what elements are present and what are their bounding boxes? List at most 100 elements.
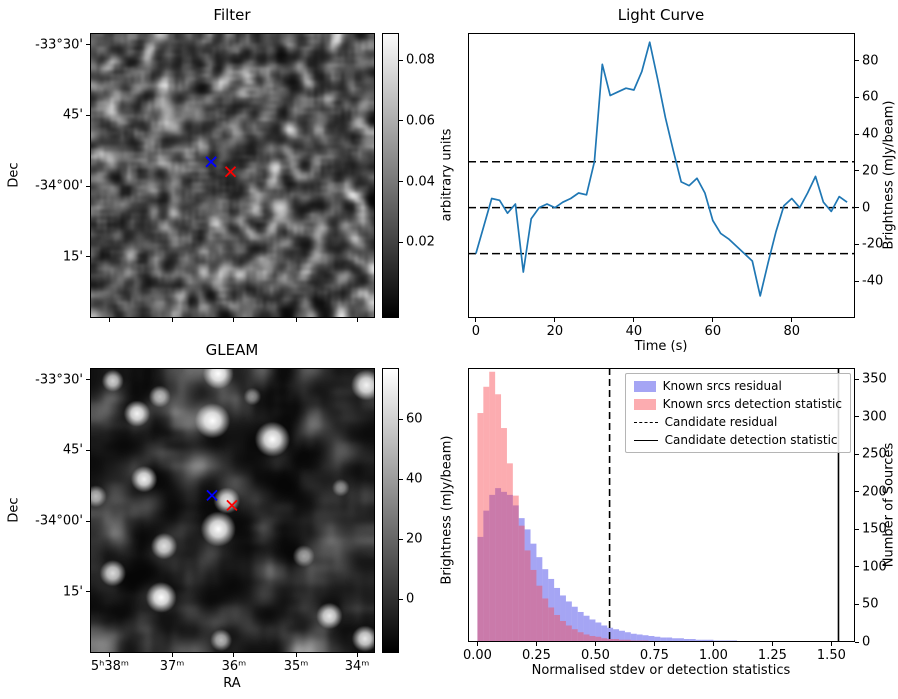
legend-row: Candidate detection statistic xyxy=(633,433,842,447)
hist-bar-series1 xyxy=(642,640,649,642)
hist-bar-series0 xyxy=(731,640,738,642)
tick-mark xyxy=(855,566,859,568)
gleam-xlabel: RA xyxy=(223,676,241,691)
hist-bar-series0 xyxy=(766,641,773,642)
hist-bar-series1 xyxy=(683,641,690,642)
tick-label: 0.08 xyxy=(406,52,435,68)
light-curve-line xyxy=(475,41,848,297)
tick-mark xyxy=(356,653,358,657)
tick-label: 20 xyxy=(406,531,423,547)
gleam-colorbar xyxy=(382,368,399,653)
hist-bar-series0 xyxy=(742,641,749,642)
legend-row: Known srcs residual xyxy=(633,379,842,393)
tick-mark xyxy=(399,418,403,420)
hist-bar-series0 xyxy=(660,637,667,642)
hist-bar-series0 xyxy=(589,619,596,642)
hist-bar-series1 xyxy=(548,607,555,642)
gleam-ylabel-wrap: Dec xyxy=(7,497,22,522)
hist-bar-series0 xyxy=(613,629,620,642)
tick-label: 0 xyxy=(862,634,871,650)
tick-mark xyxy=(475,318,477,322)
tick-label: 40 xyxy=(862,126,879,142)
hist-bar-series1 xyxy=(483,386,490,642)
tick-mark xyxy=(830,642,832,646)
tick-mark xyxy=(855,280,859,282)
tick-mark xyxy=(855,453,859,455)
tick-mark xyxy=(109,318,111,322)
hist-bar-series0 xyxy=(483,510,490,642)
tick-label: 300 xyxy=(862,409,887,425)
hist-bar-series1 xyxy=(636,640,643,642)
hist-bar-series0 xyxy=(501,491,507,642)
tick-mark xyxy=(855,207,859,209)
hist-bar-series0 xyxy=(512,505,519,642)
hist-bar-series0 xyxy=(678,638,684,642)
histogram-ylabel: Number of Sources xyxy=(881,442,897,568)
light-curve-ylabel-wrap: Brightness (mJy/beam) xyxy=(882,101,897,250)
tick-mark xyxy=(712,642,714,646)
hist-bar-series0 xyxy=(518,518,525,642)
legend-row: Candidate residual xyxy=(633,415,842,429)
tick-label: 45' xyxy=(62,107,83,123)
hist-bar-series0 xyxy=(748,641,755,642)
tick-mark xyxy=(399,538,403,540)
hist-bar-series0 xyxy=(683,639,690,642)
hist-bar-series1 xyxy=(495,394,502,642)
tick-mark xyxy=(399,241,403,243)
hist-bar-series1 xyxy=(660,641,667,642)
tick-label: 1.25 xyxy=(757,648,787,663)
hist-bar-series1 xyxy=(560,620,566,642)
histogram-xlabel: Normalised stdev or detection statistics xyxy=(531,663,791,678)
hist-bar-series0 xyxy=(536,557,543,642)
hist-bar-series0 xyxy=(554,587,561,642)
tick-label: 0.02 xyxy=(406,234,435,250)
hist-bar-series1 xyxy=(654,641,661,642)
tick-mark xyxy=(855,170,859,172)
tick-mark xyxy=(233,318,235,322)
hist-bar-series0 xyxy=(489,494,496,642)
tick-mark xyxy=(295,318,297,322)
tick-mark xyxy=(594,642,596,646)
legend-pink-patch-icon xyxy=(633,398,656,410)
hist-bar-series1 xyxy=(536,585,543,642)
tick-label: 1.50 xyxy=(816,648,846,663)
tick-label: 60 xyxy=(862,89,879,105)
tick-label: 60 xyxy=(406,411,423,427)
tick-mark xyxy=(855,528,859,530)
tick-mark xyxy=(855,96,859,98)
tick-mark xyxy=(791,318,793,322)
hist-bar-series1 xyxy=(577,632,584,642)
hist-bar-series1 xyxy=(583,634,590,642)
hist-bar-series1 xyxy=(737,641,743,642)
tick-label: 0.50 xyxy=(580,648,610,663)
tick-mark xyxy=(653,642,655,646)
tick-mark xyxy=(295,653,297,657)
light-curve-ylabel: Brightness (mJy/beam) xyxy=(881,100,897,250)
tick-label: -34°00' xyxy=(35,513,83,529)
tick-label: 45' xyxy=(62,442,83,458)
tick-label: 0.04 xyxy=(406,174,435,190)
light-curve-xlabel: Time (s) xyxy=(634,339,688,354)
hist-bar-series0 xyxy=(754,641,761,642)
hist-bar-series1 xyxy=(666,641,673,642)
hist-bar-series1 xyxy=(506,463,513,642)
tick-label: 5ʰ38ᵐ xyxy=(90,659,130,674)
legend-label: Known srcs residual xyxy=(662,379,782,393)
hist-bar-series0 xyxy=(689,639,696,642)
hist-bar-series0 xyxy=(524,529,531,642)
hist-bar-series1 xyxy=(589,635,596,642)
hist-bar-series0 xyxy=(701,639,708,642)
filter-image xyxy=(90,33,375,318)
filter-plot-title: Filter xyxy=(213,6,251,24)
tick-label: 0.25 xyxy=(521,648,551,663)
filter-colorbar-label-wrap: arbitrary units xyxy=(440,129,455,222)
hist-bar-series1 xyxy=(607,639,614,642)
hist-bar-series0 xyxy=(624,632,631,642)
tick-label: 0 xyxy=(471,324,481,339)
tick-mark xyxy=(171,653,173,657)
legend-row: Known srcs detection statistic xyxy=(633,397,842,411)
filter-colorbar xyxy=(382,33,399,318)
hist-bar-series0 xyxy=(565,601,572,642)
tick-mark xyxy=(399,478,403,480)
